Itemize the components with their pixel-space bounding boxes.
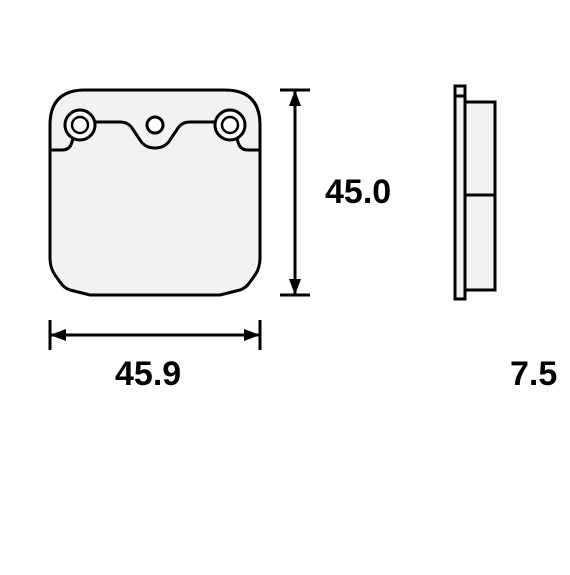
diagram-canvas (0, 0, 570, 570)
height-label: 45.0 (325, 173, 391, 212)
brake-pad-front (50, 90, 260, 295)
diagram-svg (0, 0, 570, 570)
brake-pad-side (455, 86, 495, 299)
dimension-width (50, 320, 260, 350)
thickness-label: 7.5 (510, 355, 557, 394)
width-label: 45.9 (115, 355, 181, 394)
dimension-height (280, 90, 310, 295)
